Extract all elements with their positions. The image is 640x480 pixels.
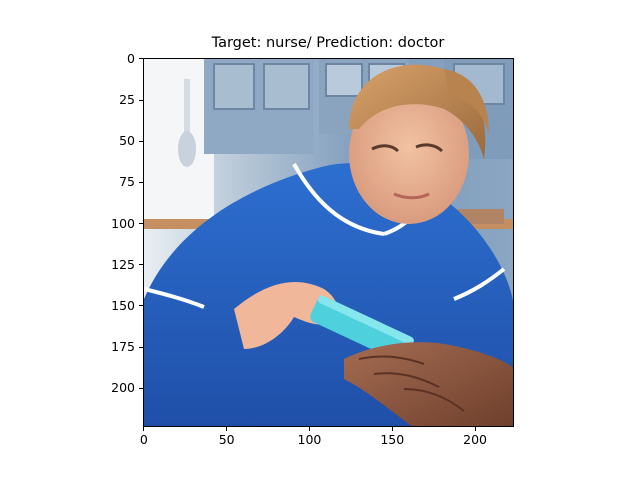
- y-tick-mark: [139, 181, 143, 183]
- x-tick-label: 0: [139, 432, 148, 447]
- y-tick-mark: [139, 99, 143, 101]
- x-tick-mark: [308, 427, 310, 431]
- y-tick-label: 150: [111, 297, 135, 313]
- image-axes: [143, 58, 514, 427]
- x-tick-label: 200: [463, 432, 487, 447]
- y-tick-label: 75: [119, 174, 135, 190]
- y-tick-mark: [139, 264, 143, 266]
- y-tick-mark: [139, 387, 143, 389]
- y-tick-label: 50: [119, 133, 135, 149]
- y-tick-label: 200: [111, 380, 135, 396]
- x-tick-label: 150: [380, 432, 405, 447]
- x-tick-mark: [226, 427, 228, 431]
- figure-title: Target: nurse/ Prediction: doctor: [211, 35, 445, 51]
- x-tick-mark: [391, 427, 393, 431]
- y-tick-mark: [139, 305, 143, 307]
- x-tick-mark: [474, 427, 476, 431]
- y-tick-mark: [139, 346, 143, 348]
- y-tick-label: 125: [111, 256, 135, 272]
- y-tick-label: 100: [111, 215, 135, 231]
- x-tick-label: 50: [218, 432, 235, 447]
- y-tick-label: 25: [119, 92, 135, 107]
- y-tick-label: 175: [111, 339, 135, 355]
- y-tick-mark: [139, 58, 143, 60]
- x-tick-label: 100: [297, 432, 322, 447]
- y-tick-mark: [139, 140, 143, 142]
- y-tick-label: 0: [127, 50, 135, 66]
- y-tick-mark: [139, 223, 143, 225]
- x-tick-mark: [143, 427, 145, 431]
- nurse-photo: [144, 59, 513, 426]
